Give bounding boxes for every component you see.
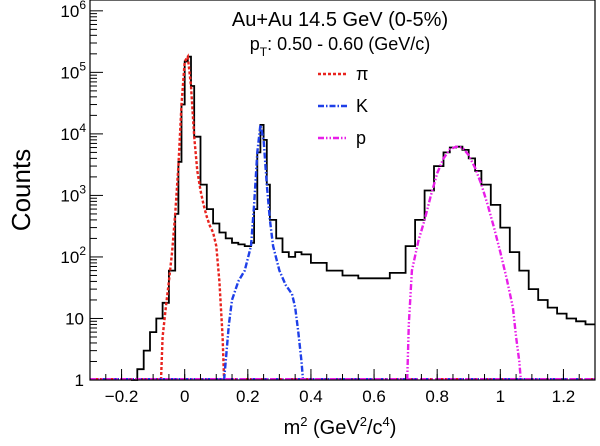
x-title-pre: m bbox=[284, 417, 301, 439]
y-tick-label: 10 bbox=[65, 309, 84, 328]
y-tick-label: 102 bbox=[60, 244, 86, 267]
y-tick-label: 105 bbox=[60, 59, 86, 82]
legend-label-p: p bbox=[356, 128, 366, 148]
series-line-K bbox=[222, 124, 305, 381]
chart-subtitle: pT: 0.50 - 0.60 (GeV/c) bbox=[250, 34, 430, 59]
y-tick-label: 106 bbox=[60, 0, 86, 21]
x-title-sup3: 4 bbox=[383, 414, 390, 429]
series-layer bbox=[90, 53, 595, 381]
series-line-π bbox=[159, 53, 226, 381]
x-tick-label: −0.2 bbox=[105, 387, 139, 406]
subtitle-subscript: T bbox=[260, 45, 268, 59]
y-tick-label: 1 bbox=[75, 371, 84, 390]
y-tick-label: 103 bbox=[60, 182, 86, 205]
legend: πKp bbox=[318, 64, 368, 148]
legend-label-π: π bbox=[356, 64, 368, 84]
y-axis: 1 10 102 103 104 105 106 bbox=[60, 0, 103, 390]
x-tick-label: 0.4 bbox=[299, 387, 323, 406]
subtitle-prefix: p bbox=[250, 34, 260, 54]
x-tick-label: 1 bbox=[496, 387, 505, 406]
x-axis-title: m2 (GeV2/c4) bbox=[284, 414, 397, 439]
x-title-sup2: 2 bbox=[360, 414, 367, 429]
x-title-sup1: 2 bbox=[300, 414, 307, 429]
legend-label-K: K bbox=[356, 96, 368, 116]
x-title-mid2: /c bbox=[367, 417, 383, 439]
y-axis-title: Counts bbox=[6, 149, 36, 231]
series-line-p bbox=[406, 145, 522, 381]
x-tick-label: 0 bbox=[180, 387, 189, 406]
x-tick-label: 1.2 bbox=[552, 387, 576, 406]
x-tick-label: 0.8 bbox=[425, 387, 449, 406]
x-title-mid: (GeV bbox=[307, 417, 360, 439]
subtitle-text: : 0.50 - 0.60 (GeV/c) bbox=[267, 34, 430, 54]
x-title-post: ) bbox=[390, 417, 397, 439]
x-tick-label: 0.6 bbox=[362, 387, 386, 406]
x-axis: −0.2 0 0.2 0.4 0.6 0.8 1 1.2 bbox=[89, 369, 580, 406]
chart-title: Au+Au 14.5 GeV (0-5%) bbox=[232, 9, 448, 31]
y-tick-label: 104 bbox=[60, 121, 86, 144]
x-tick-label: 0.2 bbox=[236, 387, 260, 406]
